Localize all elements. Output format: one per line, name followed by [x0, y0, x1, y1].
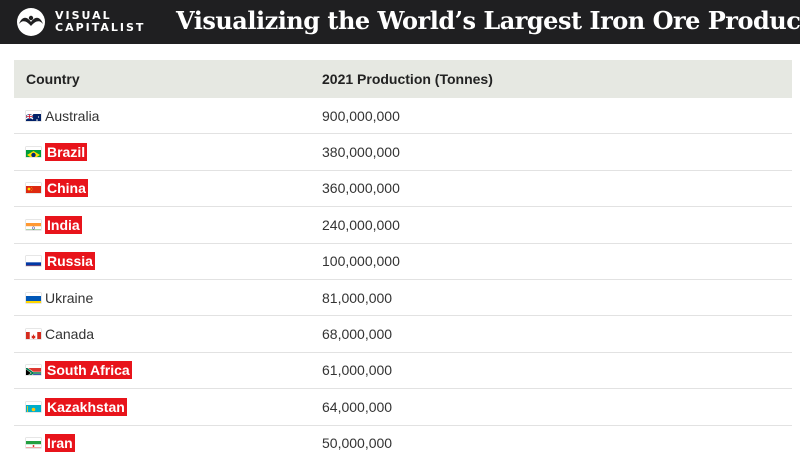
south-africa-flag-icon [26, 365, 41, 375]
table-row: Brazil 380,000,000 [14, 134, 792, 170]
kazakhstan-flag-icon [26, 402, 41, 412]
production-value: 61,000,000 [322, 362, 392, 378]
country-cell: Canada [26, 326, 94, 342]
ukraine-flag-icon [26, 293, 41, 303]
country-cell: China [26, 179, 88, 197]
country-name: Canada [45, 326, 94, 342]
production-value: 64,000,000 [322, 399, 392, 415]
production-value: 81,000,000 [322, 290, 392, 306]
country-name[interactable]: Brazil [45, 143, 87, 161]
visual-capitalist-logo[interactable]: VISUAL CAPITALIST [13, 5, 161, 39]
country-cell: Brazil [26, 143, 87, 161]
iran-flag-icon [26, 438, 41, 448]
production-table: Country 2021 Production (Tonnes) Austral… [14, 60, 792, 461]
production-value: 68,000,000 [322, 326, 392, 342]
logo-mark-icon [13, 7, 49, 37]
country-cell: Ukraine [26, 290, 93, 306]
table-row: Ukraine 81,000,000 [14, 280, 792, 316]
header-bar: VISUAL CAPITALIST Visualizing the World’… [0, 0, 800, 44]
canada-flag-icon [26, 329, 41, 339]
country-name[interactable]: Kazakhstan [45, 398, 127, 416]
country-cell: Australia [26, 108, 99, 124]
country-cell: Russia [26, 252, 95, 270]
table-row: China 360,000,000 [14, 171, 792, 207]
china-flag-icon [26, 183, 41, 193]
production-value: 50,000,000 [322, 435, 392, 451]
india-flag-icon [26, 220, 41, 230]
table-row: Australia 900,000,000 [14, 98, 792, 134]
page-title: Visualizing the World’s Largest Iron Ore… [176, 6, 800, 35]
country-name: Ukraine [45, 290, 93, 306]
table-row: Iran 50,000,000 [14, 426, 792, 461]
table-row: Canada 68,000,000 [14, 316, 792, 352]
table-row: South Africa 61,000,000 [14, 353, 792, 389]
table-row: Kazakhstan 64,000,000 [14, 389, 792, 425]
country-name[interactable]: Russia [45, 252, 95, 270]
brazil-flag-icon [26, 147, 41, 157]
table-row: Russia 100,000,000 [14, 244, 792, 280]
country-name: Australia [45, 108, 99, 124]
table-body: Australia 900,000,000 Brazil 380,000,000 Chi… [14, 98, 792, 461]
column-header-production: 2021 Production (Tonnes) [322, 71, 493, 87]
production-value: 100,000,000 [322, 253, 400, 269]
australia-flag-icon [26, 111, 41, 121]
country-name[interactable]: South Africa [45, 361, 132, 379]
country-cell: India [26, 216, 82, 234]
country-cell: South Africa [26, 361, 132, 379]
country-name[interactable]: India [45, 216, 82, 234]
country-cell: Kazakhstan [26, 398, 127, 416]
production-value: 900,000,000 [322, 108, 400, 124]
table-header-row: Country 2021 Production (Tonnes) [14, 60, 792, 98]
russia-flag-icon [26, 256, 41, 266]
production-value: 380,000,000 [322, 144, 400, 160]
logo-text: VISUAL CAPITALIST [55, 10, 145, 34]
country-cell: Iran [26, 434, 75, 452]
column-header-country: Country [26, 71, 80, 87]
country-name[interactable]: China [45, 179, 88, 197]
country-name[interactable]: Iran [45, 434, 75, 452]
table-row: India 240,000,000 [14, 207, 792, 243]
production-value: 360,000,000 [322, 180, 400, 196]
production-value: 240,000,000 [322, 217, 400, 233]
logo-line2: CAPITALIST [55, 22, 145, 34]
